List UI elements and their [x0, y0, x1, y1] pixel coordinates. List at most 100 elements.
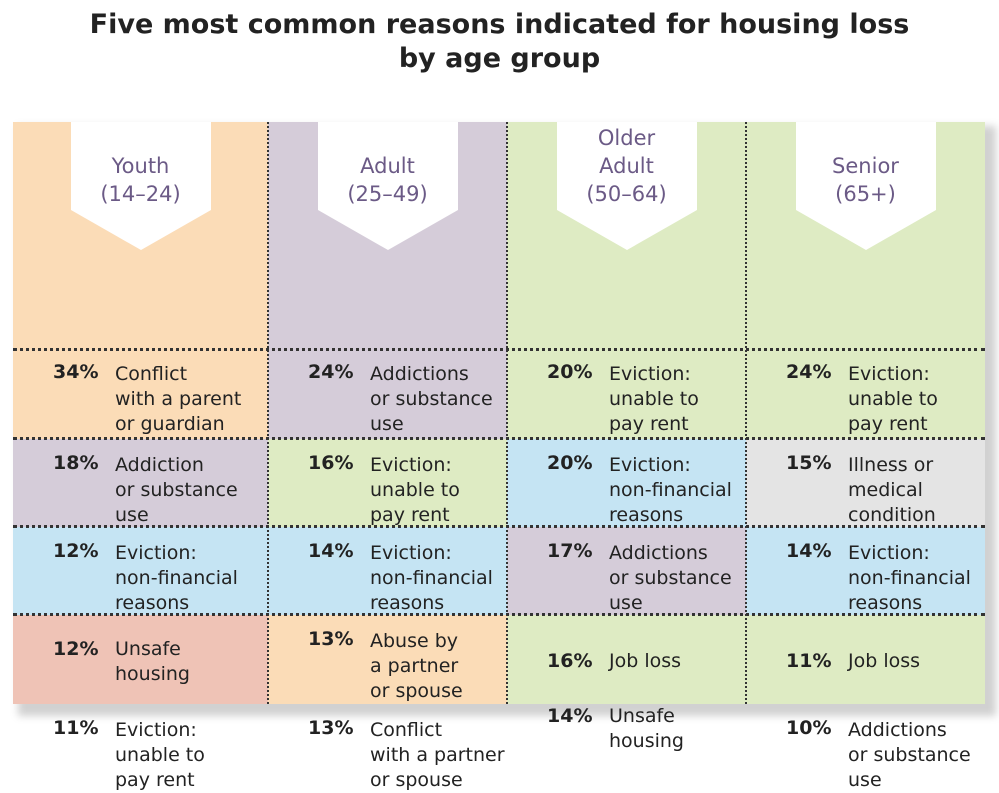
reason-reason-line2: non-financial	[370, 567, 493, 589]
reason-cell: 17% Addictions or substance use	[507, 527, 746, 615]
reason-text: Addictions or substance use	[848, 718, 971, 793]
reason-text: Unsafe housing	[115, 637, 190, 687]
header-chevron-banner	[318, 122, 458, 250]
reason-cell: 11% Job loss	[746, 615, 985, 704]
reason-text: Job loss	[848, 649, 920, 674]
reason-cell: 15% Illness or medical condition	[746, 439, 985, 527]
reason-percentage: 34%	[53, 361, 99, 383]
reason-reason-line1: Addictions	[370, 363, 469, 385]
reason-reason-line3: or spouse	[370, 769, 463, 791]
column-header-header-line2: (65+)	[835, 182, 896, 206]
reason-reason-line2: non-financial	[609, 479, 732, 501]
reason-reason-line2: or substance	[609, 567, 732, 589]
reason-percentage: 20%	[547, 452, 593, 474]
reason-reason-line1: Conflict	[115, 363, 188, 385]
reason-reason-line2: housing	[609, 730, 684, 752]
reason-reason-line3: pay rent	[115, 769, 195, 791]
reason-reason-line3: use	[370, 413, 404, 435]
reason-text: Eviction: unable to pay rent	[848, 362, 938, 437]
reason-reason-line1: Eviction:	[848, 542, 930, 564]
reason-reason-line2: unable to	[115, 744, 205, 766]
reason-cell: 13% Abuse by a partner or spouse	[268, 615, 507, 704]
reason-percentage: 12%	[53, 540, 99, 562]
reason-percentage: 14%	[308, 540, 354, 562]
reason-percentage: 10%	[786, 717, 832, 739]
reason-reason-line1: Conflict	[370, 719, 443, 741]
reason-reason-line1: Illness or	[848, 454, 934, 476]
column-header-2: Adult (25–49)	[268, 122, 507, 348]
reason-reason-line1: Addictions	[609, 542, 708, 564]
reason-cell: 12% Unsafe housing	[13, 615, 268, 704]
reason-reason-line1: Addictions	[848, 719, 947, 741]
row-divider	[13, 437, 985, 440]
column-header-label: Older Adult (50–64)	[507, 124, 746, 208]
reason-cell: 20% Eviction: non-financial reasons	[507, 439, 746, 527]
reason-reason-line3: use	[848, 769, 882, 791]
reason-cell: 14% Eviction: non-financial reasons	[746, 527, 985, 615]
column-header-header-line2: (25–49)	[347, 182, 428, 206]
reason-reason-line2: with a parent	[115, 388, 242, 410]
reason-reason-line3: or guardian	[115, 413, 225, 435]
reason-reason-line1: Eviction:	[370, 542, 452, 564]
reason-text: Illness or medical condition	[848, 453, 936, 528]
reason-cell: 16% Job loss	[507, 615, 746, 704]
reason-reason-line1: Job loss	[848, 650, 921, 672]
reason-cell: 24% Addictions or substance use	[268, 348, 507, 439]
reason-percentage: 13%	[308, 717, 354, 739]
reason-text: Addictions or substance use	[370, 362, 493, 437]
reason-reason-line3: reasons	[848, 592, 923, 614]
reason-text: Addictions or substance use	[609, 541, 732, 616]
chevron-shape	[318, 122, 458, 250]
column-divider	[506, 122, 508, 704]
reason-reason-line3: or spouse	[370, 680, 463, 702]
reason-percentage: 11%	[786, 650, 832, 672]
reason-reason-line1: Eviction:	[848, 363, 930, 385]
reason-text: Addiction or substance use	[115, 453, 238, 528]
reasons-table: Youth (14–24) 34% Conflict with a parent or g…	[13, 122, 985, 791]
reason-reason-line3: pay rent	[370, 504, 450, 526]
reason-reason-line2: or substance	[370, 388, 493, 410]
reason-percentage: 14%	[786, 540, 832, 562]
reason-percentage: 13%	[308, 628, 354, 650]
reason-reason-line2: non-financial	[115, 567, 238, 589]
reason-reason-line2: non-financial	[848, 567, 971, 589]
reason-reason-line2: medical	[848, 479, 923, 501]
reason-percentage: 15%	[786, 452, 832, 474]
reason-text: Eviction: non-financial reasons	[115, 541, 238, 616]
reason-reason-line1: Unsafe	[115, 638, 181, 660]
reason-text: Eviction: unable to pay rent	[370, 453, 460, 528]
reason-percentage: 14%	[547, 705, 593, 727]
column-header-header-line1: Youth	[111, 154, 170, 178]
reason-reason-line1: Eviction:	[370, 454, 452, 476]
reason-cell: 16% Eviction: unable to pay rent	[268, 439, 507, 527]
column-header-header-line3: (50–64)	[586, 182, 667, 206]
chart-title-line-1: Five most common reasons indicated for h…	[89, 9, 910, 40]
column-header-label: Youth (14–24)	[13, 152, 268, 208]
reason-reason-line1: Job loss	[609, 650, 682, 672]
chart-title-line-2: by age group	[398, 43, 601, 74]
reason-percentage: 16%	[308, 452, 354, 474]
reason-cell: 24% Eviction: unable to pay rent	[746, 348, 985, 439]
reason-percentage: 18%	[53, 452, 99, 474]
reason-reason-line1: Unsafe	[609, 705, 675, 727]
column-divider	[745, 122, 747, 704]
column-header-header-line2: Adult	[599, 154, 654, 178]
column-header-header-line1: Adult	[360, 154, 415, 178]
header-chevron-banner	[557, 122, 697, 250]
reason-text: Eviction: non-financial reasons	[848, 541, 971, 616]
reason-text: Eviction: non-financial reasons	[609, 453, 732, 528]
reason-percentage: 24%	[308, 361, 354, 383]
reason-text: Eviction: unable to pay rent	[609, 362, 699, 437]
reason-reason-line3: reasons	[370, 592, 445, 614]
reason-reason-line2: unable to	[848, 388, 938, 410]
reason-reason-line2: or substance	[115, 479, 238, 501]
reason-reason-line1: Addiction	[115, 454, 204, 476]
reason-reason-line3: use	[609, 592, 643, 614]
column-divider	[267, 122, 269, 704]
reason-cell: 18% Addiction or substance use	[13, 439, 268, 527]
reason-reason-line1: Eviction:	[609, 363, 691, 385]
reason-reason-line2: unable to	[370, 479, 460, 501]
reason-reason-line3: reasons	[609, 504, 684, 526]
reason-percentage: 20%	[547, 361, 593, 383]
column-header-header-line2: (14–24)	[100, 182, 181, 206]
